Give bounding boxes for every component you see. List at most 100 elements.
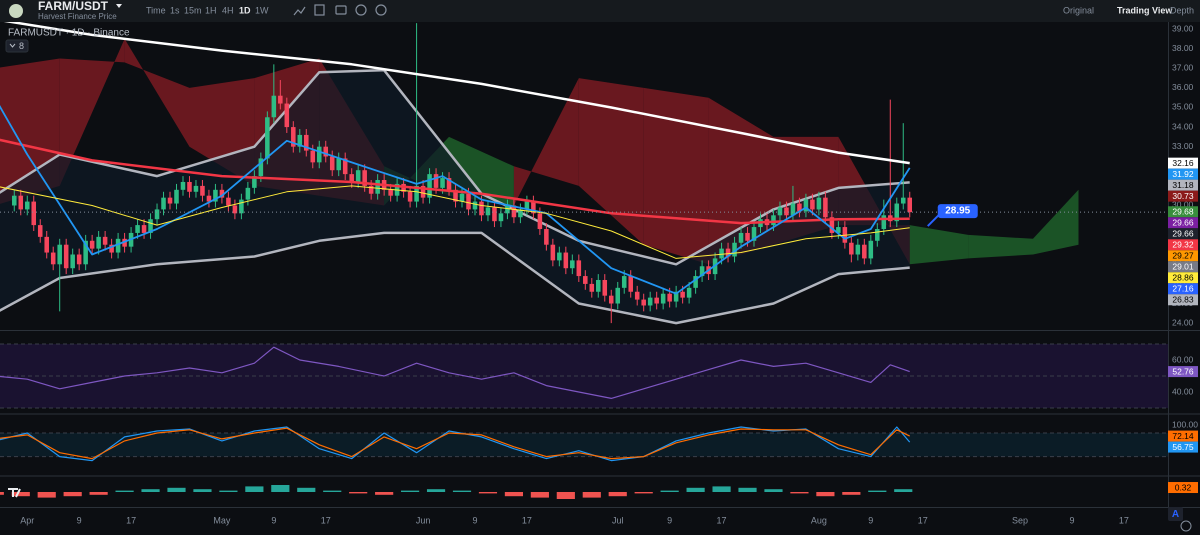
settings-icon[interactable]	[314, 4, 325, 16]
candle-body	[868, 240, 874, 259]
interval-button[interactable]: Time	[146, 5, 166, 15]
screenshot-icon[interactable]	[335, 5, 347, 15]
chart-area: 24.0025.0026.0027.0028.0029.0030.0031.00…	[0, 22, 1200, 525]
price-badge	[1168, 190, 1198, 202]
candle-body	[414, 185, 419, 202]
candle-body	[89, 240, 95, 249]
candle-body	[654, 297, 659, 304]
x-tick-label: 17	[126, 515, 136, 525]
histogram-bar	[63, 492, 82, 497]
candle-body	[291, 127, 296, 147]
candle-body	[862, 244, 867, 259]
candle-body	[589, 283, 595, 292]
x-tick-label: 17	[321, 515, 331, 525]
view-tab[interactable]: Original	[1063, 5, 1094, 15]
candle-body	[803, 199, 809, 212]
candle-body	[628, 276, 633, 292]
tv-logo	[8, 488, 21, 498]
interval-button[interactable]: 1W	[255, 5, 269, 15]
pair-dropdown[interactable]	[116, 4, 122, 8]
candle-body	[316, 146, 322, 163]
histogram-bar	[660, 490, 679, 492]
coin-logo	[9, 4, 23, 18]
candle-body	[174, 189, 179, 204]
candle-body	[161, 197, 166, 210]
cloud-segment	[968, 234, 1033, 259]
candle-body	[479, 201, 484, 216]
histogram-bar	[115, 490, 134, 492]
plot-area	[0, 426, 1168, 462]
candle-body	[660, 293, 666, 304]
indicator-line	[0, 104, 911, 295]
candle-body	[900, 197, 906, 204]
histogram-bar	[375, 492, 394, 495]
candle-body	[213, 189, 218, 202]
settings-button[interactable]	[1180, 520, 1192, 532]
histogram-bar	[219, 490, 238, 492]
candle-body	[498, 213, 504, 222]
x-tick-label: 17	[717, 515, 727, 525]
candle-body	[732, 242, 737, 257]
candle-body	[745, 232, 750, 241]
indicator-icon[interactable]	[293, 6, 306, 16]
candle-body	[96, 236, 101, 249]
candle-body	[349, 174, 354, 182]
candle-body	[557, 252, 562, 261]
y-tick-label: 36.00	[1172, 82, 1194, 92]
histogram-bar	[842, 492, 861, 495]
y-tick-label: 38.00	[1172, 43, 1194, 53]
view-tab[interactable]: Depth	[1170, 5, 1194, 15]
auto-scale-button[interactable]	[1168, 507, 1183, 521]
histogram-bar	[634, 492, 653, 494]
interval-button[interactable]: 4H	[222, 5, 234, 15]
y-tick-label: 30.00	[1172, 200, 1194, 210]
cloud-segment	[643, 87, 709, 265]
indicator-toggle[interactable]	[5, 39, 29, 53]
histogram-bar	[816, 492, 835, 497]
price-badge-label: 26.83	[1172, 295, 1194, 305]
pair-name: Harvest Finance Price	[38, 12, 117, 21]
y-tick-label: 100.00	[1172, 419, 1198, 429]
candle-body	[37, 225, 43, 237]
candle-body	[849, 242, 854, 255]
indicator-line	[0, 427, 910, 460]
candle-body	[265, 117, 270, 159]
candle-body	[570, 260, 575, 269]
price-badge	[1168, 157, 1198, 169]
pane: 40.00 60.00 52.76	[0, 343, 1198, 409]
histogram-bar	[504, 492, 524, 497]
histogram-bar	[349, 492, 368, 494]
price-badge-label: 30.73	[1172, 191, 1194, 201]
price-badge	[1168, 294, 1198, 306]
candle-body	[816, 197, 822, 210]
config-icon[interactable]	[375, 4, 387, 16]
histogram-bar	[530, 492, 549, 498]
price-badge	[1168, 261, 1198, 273]
pair-title[interactable]: FARM/USDT	[38, 0, 109, 13]
y-tick-label: 40.00	[1172, 386, 1194, 396]
candle-body	[823, 197, 828, 218]
interval-button[interactable]: 15m	[184, 5, 202, 15]
pane: 0.32	[0, 482, 1198, 499]
interval-button[interactable]: 1s	[170, 5, 180, 15]
add-icon[interactable]	[355, 4, 367, 16]
view-tab[interactable]: Trading View	[1117, 5, 1173, 15]
histogram-bar	[0, 492, 4, 495]
x-tick-label: 9	[868, 515, 873, 525]
histogram-bar	[738, 487, 757, 492]
candle-body	[453, 189, 458, 202]
y-tick-label: 35.00	[1172, 102, 1194, 112]
histogram-bar	[790, 492, 809, 494]
cloud-segment	[59, 38, 125, 186]
price-badge-label: 56.75	[1172, 442, 1194, 452]
interval-button[interactable]: 1H	[205, 5, 217, 15]
interval-button[interactable]: 1D	[239, 5, 251, 15]
candle-body	[836, 227, 841, 233]
indicator-line	[0, 346, 910, 399]
candle-body	[109, 244, 114, 253]
candle-body	[70, 254, 75, 269]
price-badge	[1168, 430, 1198, 442]
price-badge	[1168, 168, 1198, 180]
candle-body	[407, 191, 413, 202]
toggle-caret	[9, 43, 16, 48]
